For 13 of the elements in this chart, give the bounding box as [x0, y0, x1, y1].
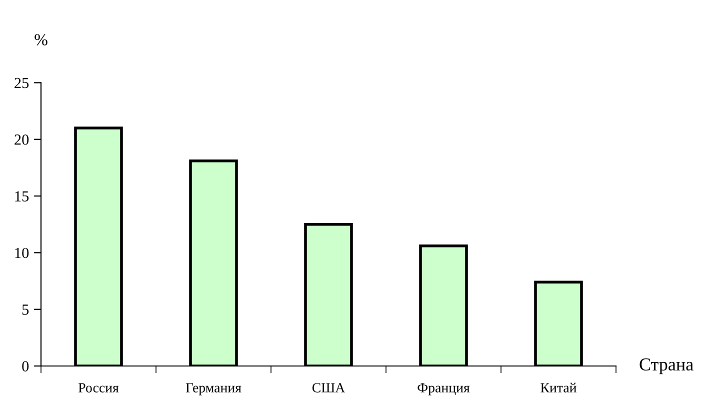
- y-tick-label: 0: [22, 361, 29, 372]
- x-tick-label: Германия: [186, 383, 242, 396]
- y-tick-label: 5: [22, 304, 29, 315]
- y-tick-label: 10: [15, 248, 29, 258]
- x-tick-label: Китай: [540, 382, 576, 392]
- y-tick-label: 25: [14, 78, 29, 88]
- x-tick-label: Франция: [418, 383, 470, 396]
- x-tick-label: США: [312, 383, 346, 392]
- y-tick-label: 20: [14, 134, 29, 145]
- x-axis-title: Страна: [640, 358, 694, 374]
- x-tick-label: Россия: [78, 383, 119, 392]
- y-tick-label: 15: [15, 191, 29, 202]
- y-axis-title: %: [34, 34, 48, 46]
